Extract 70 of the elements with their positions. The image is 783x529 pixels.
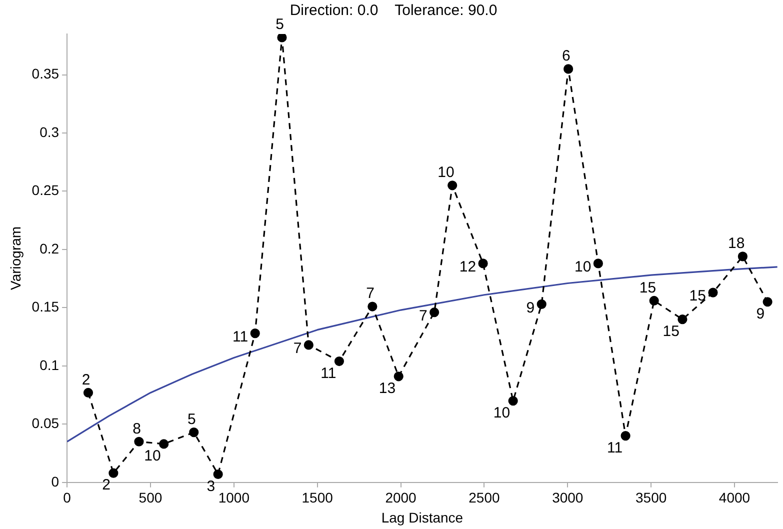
y-tick-label: 0.05	[32, 415, 60, 432]
annotation: 11	[320, 364, 336, 382]
y-tick-label: 0	[51, 473, 60, 490]
annotation: 7	[293, 340, 302, 358]
point	[678, 314, 688, 324]
point	[83, 388, 94, 398]
annotation: 15	[662, 322, 680, 340]
point	[536, 299, 546, 310]
annotation: 18	[728, 235, 745, 252]
annotation: 10	[144, 448, 161, 465]
point	[189, 428, 199, 438]
point	[277, 34, 287, 42]
annotation: 3	[206, 478, 216, 495]
annotation: 15	[639, 279, 656, 296]
x-tick-label: 0	[63, 490, 72, 506]
point	[368, 302, 378, 312]
annotation: 11	[606, 439, 623, 456]
x-axis-title: Lag Distance	[381, 509, 464, 526]
y-tick-label: 0.1	[40, 356, 60, 373]
point	[334, 356, 344, 366]
annotation: 11	[232, 328, 248, 346]
annotation: 10	[574, 258, 592, 276]
point	[649, 296, 659, 306]
point	[593, 258, 603, 268]
y-tick-label: 0.3	[40, 124, 60, 140]
point	[478, 258, 488, 268]
annotation: 15	[689, 288, 706, 305]
y-tick-label: 0.15	[32, 298, 60, 315]
point	[430, 308, 440, 318]
x-tick-label: 2000	[385, 490, 417, 506]
annotation: 2	[82, 371, 90, 388]
x-tick-label: 3500	[636, 490, 667, 506]
annotation: 12	[459, 258, 476, 276]
y-tick-label: 0.35	[32, 66, 60, 82]
x-tick-label: 2500	[468, 490, 500, 506]
point	[762, 297, 772, 307]
chart-title: Direction: 0.0 Tolerance: 90.0	[290, 2, 498, 20]
annotation: 13	[378, 380, 396, 398]
annotation: 2	[102, 476, 110, 494]
point	[213, 469, 223, 480]
y-axis-title: Variogram	[7, 226, 24, 290]
x-tick-label: 500	[138, 490, 162, 506]
point	[564, 64, 574, 74]
annotation: 9	[526, 299, 535, 316]
point	[738, 252, 748, 262]
x-tick-label: 1000	[218, 490, 250, 506]
y-tick-label: 0.2	[40, 240, 60, 256]
point	[250, 328, 260, 338]
x-tick-label: 4000	[718, 490, 750, 506]
point	[304, 340, 314, 350]
annotation: 9	[756, 306, 765, 323]
point	[394, 372, 404, 382]
point	[620, 431, 630, 441]
point	[508, 396, 518, 406]
annotation: 5	[188, 410, 196, 428]
point	[708, 288, 718, 298]
annotation: 7	[366, 285, 374, 302]
y-tick-label: 0.25	[32, 182, 60, 198]
point	[159, 439, 169, 449]
point	[448, 180, 458, 190]
annotation: 10	[493, 404, 510, 422]
annotation: 10	[438, 164, 454, 182]
annotation: 5	[276, 16, 284, 34]
annotation: 8	[132, 420, 141, 438]
annotation: 7	[418, 308, 428, 324]
x-tick-label: 1500	[302, 490, 334, 506]
point	[108, 468, 118, 478]
x-tick-label: 3000	[552, 490, 584, 506]
point	[134, 436, 144, 446]
annotation: 6	[562, 48, 570, 65]
